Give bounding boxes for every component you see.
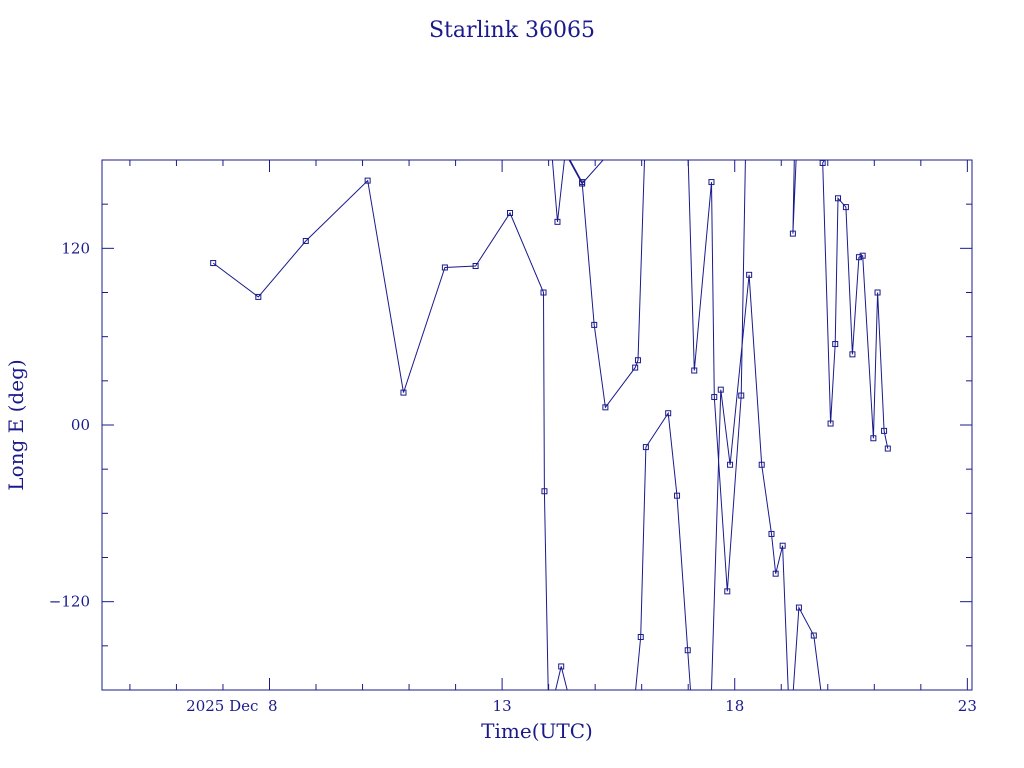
data-point — [210, 260, 217, 267]
data-point — [602, 404, 609, 411]
data-point — [870, 435, 877, 442]
data-point — [691, 367, 698, 374]
data-point — [727, 461, 734, 468]
data-point — [849, 351, 856, 358]
data-point — [302, 237, 309, 244]
data-point — [665, 410, 672, 417]
data-point — [684, 647, 691, 654]
data-point — [441, 264, 448, 271]
data-point — [637, 634, 644, 640]
data-point — [400, 389, 407, 396]
plot-frame — [101, 159, 973, 691]
x-tick-label: 18 — [725, 697, 744, 715]
data-point — [842, 204, 849, 211]
data-point — [874, 289, 881, 296]
series-line-1 — [212, 179, 549, 690]
data-point — [579, 179, 586, 186]
x-tick-label: 13 — [493, 697, 512, 715]
y-tick-label: 120 — [61, 239, 90, 257]
data-point — [642, 444, 649, 451]
x-tick-label: 2025 Dec 8 — [186, 697, 277, 715]
data-point — [746, 271, 753, 278]
series-line-7 — [711, 274, 789, 690]
data-point — [738, 392, 745, 399]
data-point — [827, 420, 834, 427]
series-line-6 — [687, 160, 746, 592]
series-line-5 — [635, 411, 691, 690]
data-point — [255, 293, 262, 300]
data-point — [507, 210, 514, 216]
data-point — [541, 488, 548, 495]
series-line-10 — [822, 160, 889, 449]
x-tick-label: 23 — [958, 697, 977, 715]
data-point — [810, 632, 817, 639]
series-lines — [212, 160, 889, 690]
series-line-3 — [555, 666, 568, 690]
data-point — [819, 159, 826, 166]
y-axis-title: Long E (deg) — [4, 359, 28, 490]
data-markers — [210, 159, 891, 670]
data-point — [632, 364, 639, 371]
series-line-8 — [792, 160, 797, 234]
data-point — [768, 530, 775, 537]
data-point — [835, 195, 842, 202]
data-point — [591, 321, 598, 328]
data-point — [558, 663, 565, 670]
data-point — [795, 604, 802, 611]
data-point — [779, 542, 786, 549]
data-point — [717, 386, 724, 393]
data-point — [758, 461, 765, 468]
data-point — [832, 341, 839, 348]
data-point — [711, 394, 718, 401]
data-point — [540, 289, 547, 296]
data-point — [708, 179, 715, 186]
data-point — [674, 492, 681, 499]
data-point — [881, 427, 888, 434]
data-point — [364, 177, 371, 184]
data-point — [855, 254, 862, 261]
data-point — [554, 218, 561, 225]
chart-title: Starlink 36065 — [429, 18, 595, 43]
x-axis-title: Time(UTC) — [481, 719, 593, 743]
data-point — [472, 263, 479, 269]
y-tick-label: −120 — [49, 593, 90, 611]
series-line-2 — [551, 160, 604, 222]
y-tick-labels: 120 00 −120 — [49, 239, 90, 610]
data-point — [772, 570, 779, 577]
data-point — [724, 588, 731, 595]
series-line-4 — [569, 160, 645, 409]
data-point — [859, 252, 866, 259]
y-tick-label: 00 — [71, 416, 90, 434]
series-line-9 — [792, 605, 822, 690]
tick-marks — [102, 160, 972, 690]
data-point — [884, 445, 891, 452]
data-point — [634, 357, 641, 364]
x-tick-labels: 2025 Dec 8 13 18 23 — [186, 697, 977, 715]
data-point — [789, 230, 796, 237]
